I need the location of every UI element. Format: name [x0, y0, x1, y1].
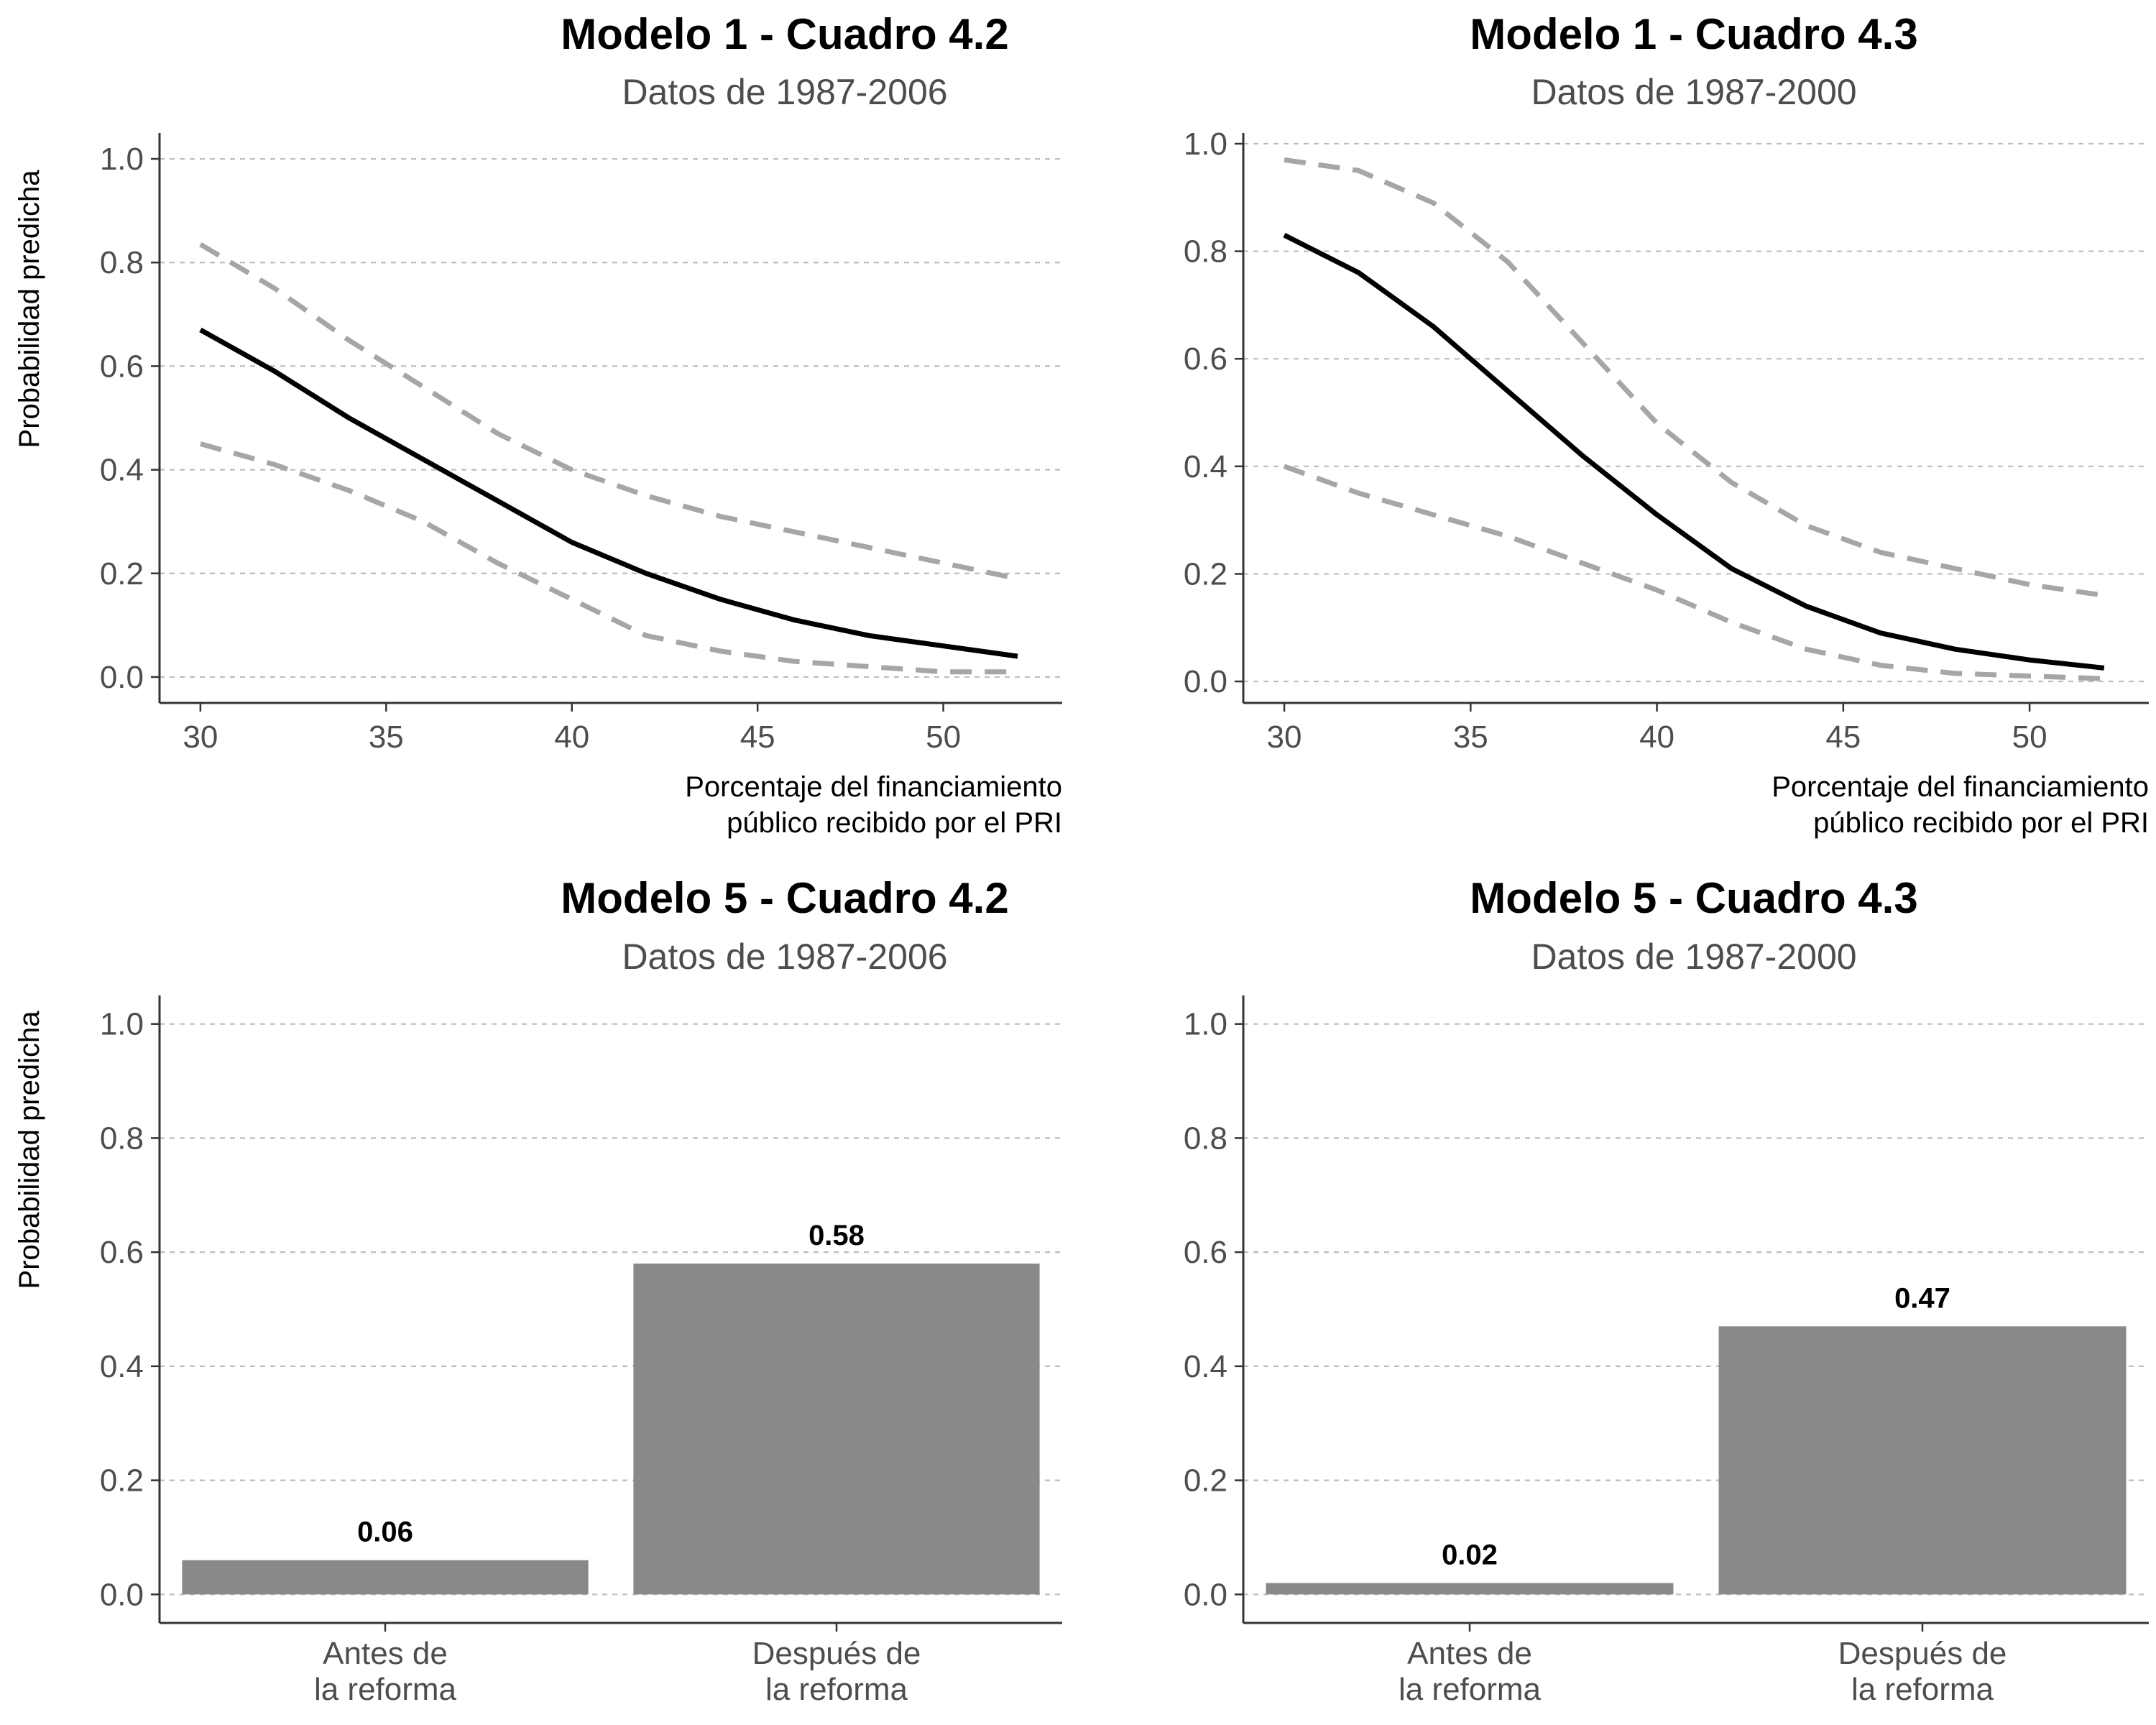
x-tick-label: 45 [740, 719, 775, 755]
y-tick-label: 0.8 [1184, 1121, 1227, 1156]
x-category-label-line: la reforma [1399, 1672, 1542, 1707]
panel-subtitle: Datos de 1987-2000 [1531, 72, 1856, 112]
y-tick-label: 1.0 [100, 1007, 144, 1042]
panel-title: Modelo 5 - Cuadro 4.2 [561, 874, 1008, 922]
x-tick-label: 30 [1267, 719, 1302, 755]
panel-subtitle: Datos de 1987-2006 [622, 937, 947, 977]
panel-subtitle: Datos de 1987-2000 [1531, 937, 1856, 977]
y-tick-label: 1.0 [1184, 1007, 1227, 1042]
x-axis-label-line: Porcentaje del financiamiento [685, 771, 1062, 803]
x-tick-label: 45 [1825, 719, 1861, 755]
x-category-label-line: Antes de [1407, 1636, 1532, 1671]
y-tick-label: 0.6 [1184, 1235, 1227, 1270]
series-line-estimate [199, 327, 1018, 659]
x-category-label-line: Antes de [323, 1636, 448, 1671]
x-tick-label: 50 [2012, 719, 2047, 755]
series-line-estimate [1283, 232, 2105, 671]
y-tick-label: 0.4 [1184, 1349, 1227, 1384]
y-tick-label: 0.4 [1184, 449, 1227, 484]
bar-value-label: 0.47 [1894, 1282, 1950, 1314]
x-axis-label-line: público recibido por el PRI [1813, 807, 2149, 839]
y-tick-label: 0.8 [100, 245, 144, 280]
panel-1: Modelo 1 - Cuadro 4.2 Datos de 1987-2006 0… [14, 10, 1062, 839]
y-tick-label: 0.0 [100, 660, 144, 695]
y-tick-label: 0.6 [1184, 341, 1227, 377]
panel-3: Modelo 5 - Cuadro 4.2 Datos de 1987-2006 0… [14, 874, 1062, 1707]
bar [1266, 1583, 1674, 1595]
y-tick-label: 0.2 [100, 556, 144, 592]
panel-title: Modelo 1 - Cuadro 4.2 [561, 10, 1008, 58]
bar-value-label: 0.58 [808, 1220, 865, 1251]
x-axis-label-line: público recibido por el PRI [727, 807, 1062, 839]
x-tick-label: 35 [1453, 719, 1488, 755]
y-tick-label: 0.6 [100, 1235, 144, 1270]
y-tick-label: 0.6 [100, 349, 144, 384]
panel-title: Modelo 1 - Cuadro 4.3 [1470, 10, 1917, 58]
x-category-label-line: Después de [1838, 1636, 2007, 1671]
x-category-label-line: Después de [752, 1636, 921, 1671]
y-tick-label: 1.0 [1184, 126, 1227, 162]
y-tick-label: 0.0 [1184, 664, 1227, 699]
x-tick-label: 35 [369, 719, 404, 755]
x-tick-label: 30 [183, 719, 218, 755]
panel-subtitle: Datos de 1987-2006 [622, 72, 947, 112]
series-line-upper [1284, 157, 2105, 598]
series-line-upper [199, 242, 1018, 581]
x-tick-label: 40 [554, 719, 589, 755]
x-axis-label-line: Porcentaje del financiamiento [1772, 771, 2149, 803]
series-line-lower [1283, 464, 2104, 681]
bar [633, 1264, 1040, 1595]
y-tick-label: 0.4 [100, 1349, 144, 1384]
y-tick-label: 0.2 [100, 1463, 144, 1499]
bar [182, 1560, 589, 1595]
y-tick-label: 0.0 [100, 1577, 144, 1612]
x-category-label-line: la reforma [314, 1672, 457, 1707]
panel-title: Modelo 5 - Cuadro 4.3 [1470, 874, 1917, 922]
y-tick-label: 0.0 [1184, 1577, 1227, 1612]
x-category-label-line: la reforma [765, 1672, 908, 1707]
series-line-lower [199, 441, 1018, 675]
bar-value-label: 0.02 [1442, 1539, 1498, 1570]
x-tick-label: 40 [1639, 719, 1674, 755]
y-tick-label: 0.8 [100, 1121, 144, 1156]
y-tick-label: 1.0 [100, 142, 144, 177]
x-category-label-line: la reforma [1851, 1672, 1994, 1707]
x-tick-label: 50 [926, 719, 961, 755]
y-tick-label: 0.4 [100, 453, 144, 488]
bar-value-label: 0.06 [357, 1517, 413, 1548]
y-tick-label: 0.2 [1184, 1463, 1227, 1499]
y-axis-label: Probabilidad predicha [14, 1011, 45, 1289]
bar [1718, 1326, 2127, 1595]
panel-4: Modelo 5 - Cuadro 4.3 Datos de 1987-2000 0… [1184, 874, 2149, 1707]
y-tick-label: 0.2 [1184, 556, 1227, 592]
y-axis-label: Probabilidad predicha [14, 170, 45, 448]
panel-2: Modelo 1 - Cuadro 4.3 Datos de 1987-2000 0… [1184, 10, 2149, 839]
y-tick-label: 0.8 [1184, 234, 1227, 270]
